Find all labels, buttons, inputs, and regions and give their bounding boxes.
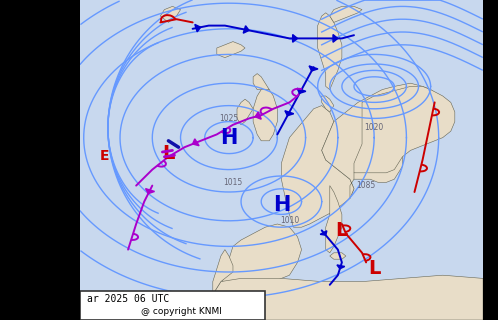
Polygon shape [309,66,318,71]
Text: L: L [336,221,348,240]
Polygon shape [217,42,245,58]
Polygon shape [213,250,233,294]
Polygon shape [326,186,342,253]
Polygon shape [320,231,327,235]
Polygon shape [237,99,253,125]
Polygon shape [330,253,346,259]
Polygon shape [285,111,294,116]
Text: L: L [162,144,175,163]
Polygon shape [253,86,277,141]
Polygon shape [243,26,249,33]
Text: 1085: 1085 [357,181,375,190]
Bar [80,291,265,320]
Text: 1020: 1020 [365,124,384,132]
Polygon shape [330,6,362,22]
Polygon shape [333,35,338,42]
Polygon shape [193,139,199,146]
Polygon shape [160,6,180,22]
Text: L: L [368,259,380,278]
Polygon shape [281,106,354,227]
Bar [80,0,483,320]
Polygon shape [221,224,302,307]
Polygon shape [255,112,261,119]
Polygon shape [337,265,345,269]
Polygon shape [195,24,201,32]
Polygon shape [354,147,402,182]
Polygon shape [293,35,297,42]
Text: H: H [273,195,290,215]
Text: H: H [220,128,238,148]
Text: @ copyright KNMI: @ copyright KNMI [141,307,222,316]
Text: 1010: 1010 [280,216,299,225]
Polygon shape [213,275,483,320]
Polygon shape [322,96,334,112]
Text: 1015: 1015 [223,178,243,187]
Polygon shape [145,188,154,194]
Polygon shape [318,13,342,90]
Polygon shape [322,83,443,198]
Text: E: E [100,149,110,163]
Polygon shape [297,88,306,93]
Text: 1025: 1025 [219,114,239,123]
Text: ar 2025 06 UTC: ar 2025 06 UTC [87,294,169,304]
Polygon shape [253,74,269,90]
Bar [0,0,80,320]
Bar [483,0,498,320]
Polygon shape [354,86,455,173]
